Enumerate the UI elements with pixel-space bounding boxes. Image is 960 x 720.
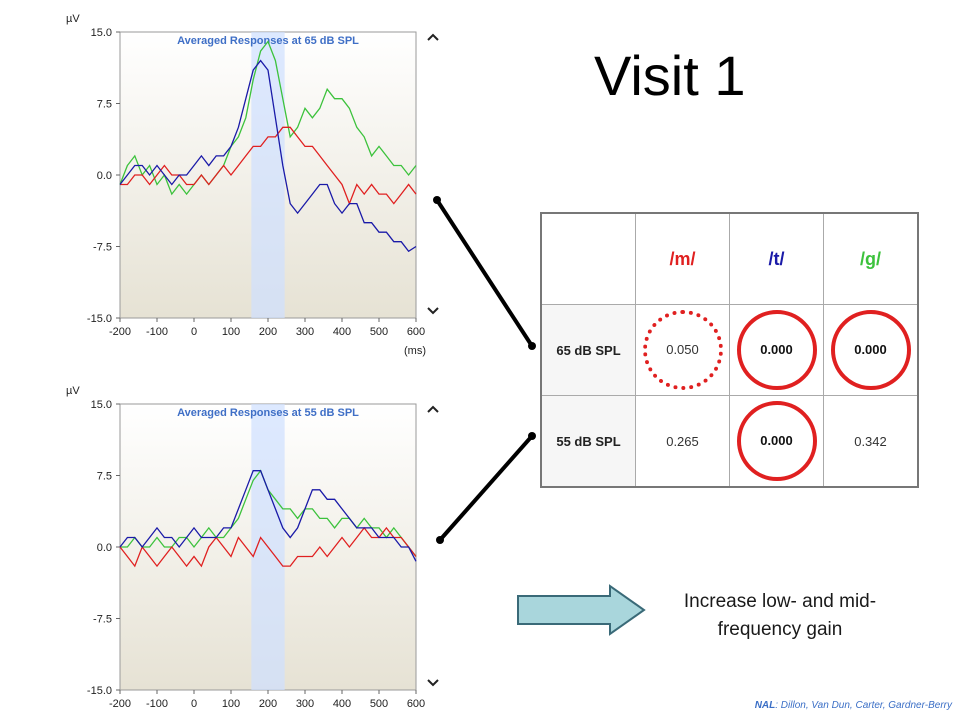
column-header-m: /m/ xyxy=(635,212,730,305)
row-label-55db: 55 dB SPL xyxy=(540,395,636,488)
x-tick-label: 100 xyxy=(222,698,240,710)
x-axis-unit: (ms) xyxy=(404,345,426,357)
solid-ring: 0.000 xyxy=(736,401,817,481)
y-tick-label: -15.0 xyxy=(87,313,112,325)
chart-55db: Averaged Responses at 55 dB SPL µV 15.0 7.5… xyxy=(66,385,439,710)
y-tick-label: 15.0 xyxy=(91,399,112,411)
dotted-ring: 0.050 xyxy=(642,310,723,390)
x-tick-label: -100 xyxy=(146,326,168,338)
right-arrow-icon xyxy=(517,584,646,636)
cell-65-m: 0.050 xyxy=(635,304,730,396)
scroll-down-icon[interactable] xyxy=(427,307,439,315)
credit-text: NAL: Dillon, Van Dun, Carter, Gardner-Be… xyxy=(755,700,952,711)
chart-65db: Averaged Responses at 65 dB SPLµV15.07.5… xyxy=(66,13,439,357)
y-axis-unit: µV xyxy=(66,385,80,397)
row-label-65db: 65 dB SPL xyxy=(540,304,636,396)
x-tick-label: 500 xyxy=(370,698,388,710)
series-line-1 xyxy=(120,126,417,206)
x-tick-label: 100 xyxy=(222,326,240,338)
cell-55-g: 0.342 xyxy=(823,395,919,488)
x-tick-label: 200 xyxy=(259,698,277,710)
chart-title: Averaged Responses at 55 dB SPL xyxy=(177,407,359,419)
y-tick-label: 7.5 xyxy=(97,99,112,111)
y-tick-label: -7.5 xyxy=(93,614,112,626)
recommendation-text: Increase low- and mid- frequency gain xyxy=(640,588,920,644)
x-tick-label: 0 xyxy=(191,698,197,710)
y-tick-label: -7.5 xyxy=(93,242,112,254)
series-line-1 xyxy=(119,526,417,568)
x-tick-label: 200 xyxy=(259,326,277,338)
x-tick-label: -200 xyxy=(109,698,131,710)
y-tick-label: -15.0 xyxy=(87,685,112,697)
x-tick-label: 400 xyxy=(333,698,351,710)
table-header-row: /m/ /t/ /g/ xyxy=(540,212,919,305)
scroll-up-icon[interactable] xyxy=(427,33,439,41)
x-tick-label: 600 xyxy=(407,326,425,338)
y-axis-unit: µV xyxy=(66,13,80,25)
x-tick-label: 0 xyxy=(191,326,197,338)
table-row: 65 dB SPL 0.050 0.000 0.000 xyxy=(540,304,919,396)
x-tick-label: 600 xyxy=(407,698,425,710)
cell-55-m: 0.265 xyxy=(635,395,730,488)
x-tick-label: -100 xyxy=(146,698,168,710)
credit-authors: : Dillon, Van Dun, Carter, Gardner-Berry xyxy=(775,700,952,711)
scroll-up-icon[interactable] xyxy=(427,405,439,413)
p-value-table: /m/ /t/ /g/ 65 dB SPL 0.050 0.000 0.000 … xyxy=(540,212,919,488)
cell-55-t: 0.000 xyxy=(729,395,824,488)
y-tick-label: 0.0 xyxy=(97,542,112,554)
series-line-0 xyxy=(119,40,417,196)
connector-dot xyxy=(528,432,536,440)
recommendation-line-2: frequency gain xyxy=(717,619,843,640)
solid-ring: 0.000 xyxy=(736,310,817,390)
x-tick-label: 300 xyxy=(296,698,314,710)
table-corner xyxy=(540,212,636,305)
column-header-g: /g/ xyxy=(823,212,919,305)
recommendation-line-1: Increase low- and mid- xyxy=(683,591,877,612)
x-tick-label: -200 xyxy=(109,326,131,338)
column-header-t: /t/ xyxy=(729,212,824,305)
x-tick-label: 400 xyxy=(333,326,351,338)
y-tick-label: 15.0 xyxy=(91,27,112,39)
table-row: 55 dB SPL 0.265 0.000 0.342 xyxy=(540,395,919,488)
solid-ring: 0.000 xyxy=(830,310,911,390)
cell-65-g: 0.000 xyxy=(823,304,919,396)
series-line-2 xyxy=(119,470,417,562)
series-line-2 xyxy=(119,59,417,253)
highlight-window xyxy=(251,32,285,318)
x-tick-label: 300 xyxy=(296,326,314,338)
cell-65-t: 0.000 xyxy=(729,304,824,396)
connector-dot xyxy=(528,342,536,350)
scroll-down-icon[interactable] xyxy=(427,679,439,687)
y-tick-label: 0.0 xyxy=(97,170,112,182)
y-tick-label: 7.5 xyxy=(97,471,112,483)
credit-org: NAL xyxy=(754,700,776,711)
slide-title: Visit 1 xyxy=(594,44,746,107)
x-tick-label: 500 xyxy=(370,326,388,338)
